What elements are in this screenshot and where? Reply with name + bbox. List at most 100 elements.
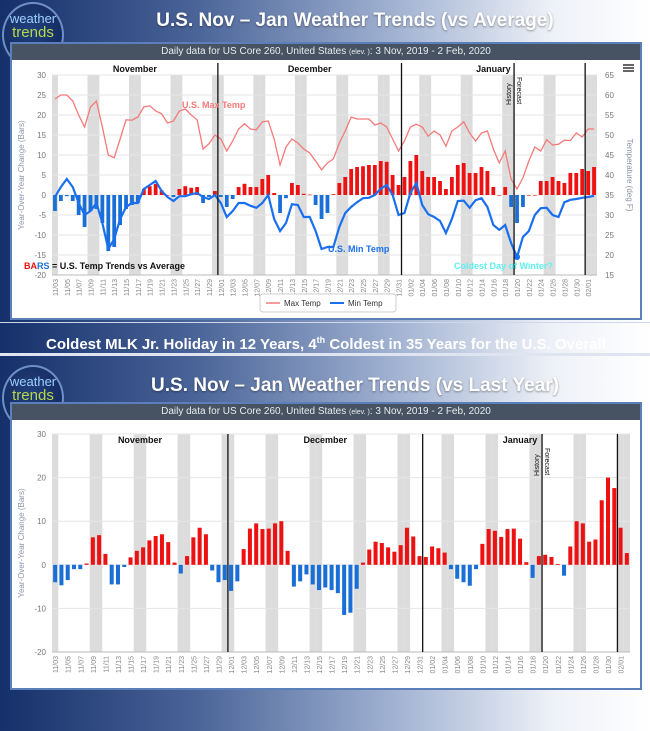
bar xyxy=(337,183,342,195)
x-tick-label: 11/05 xyxy=(65,279,72,296)
bar xyxy=(78,564,83,570)
bar xyxy=(159,190,164,195)
bar xyxy=(386,547,391,565)
bar xyxy=(390,175,395,195)
x-tick-label: 12/23 xyxy=(367,656,374,674)
bar xyxy=(599,500,604,565)
bar xyxy=(538,181,543,195)
y-tick-label: 20 xyxy=(37,474,46,483)
x-tick-label: 11/25 xyxy=(183,279,190,296)
bar xyxy=(122,564,127,567)
bar xyxy=(426,177,431,195)
weekend-band xyxy=(139,434,147,652)
bar xyxy=(384,161,389,195)
bar xyxy=(210,564,215,571)
weekend-band xyxy=(177,434,184,652)
bar xyxy=(141,547,146,565)
month-label: November xyxy=(113,64,158,74)
x-tick-label: 11/29 xyxy=(216,656,223,673)
bar xyxy=(580,169,585,195)
month-label: January xyxy=(476,64,511,74)
x-tick-label: 11/13 xyxy=(112,279,119,296)
month-label: December xyxy=(304,435,348,445)
y-tick-label: -20 xyxy=(34,648,46,657)
bar xyxy=(260,529,265,565)
forecast-label: Forecast xyxy=(543,448,550,475)
bar xyxy=(70,195,75,201)
y-tick-label: 0 xyxy=(42,191,47,200)
chart-subtitle: Daily data for US Core 260, United State… xyxy=(12,404,640,420)
bar xyxy=(247,528,252,565)
bar xyxy=(301,193,306,195)
bar xyxy=(84,563,89,565)
bar xyxy=(343,177,348,195)
y2-tick-label: 40 xyxy=(605,171,614,180)
weekend-band xyxy=(183,434,191,652)
bar xyxy=(235,564,240,582)
y-tick-label: 5 xyxy=(42,171,47,180)
bar xyxy=(272,193,277,195)
bar xyxy=(103,553,108,565)
bar xyxy=(530,564,535,578)
bar xyxy=(360,562,365,565)
bar xyxy=(331,194,336,195)
bar xyxy=(473,173,478,195)
x-tick-label: 11/21 xyxy=(160,279,167,296)
bar xyxy=(183,186,188,195)
bar xyxy=(254,187,259,195)
y2-tick-label: 55 xyxy=(605,111,614,120)
bar xyxy=(612,488,617,565)
bar xyxy=(536,556,541,565)
panel2-title: U.S. Nov – Jan Weather Trends (vs Last Y… xyxy=(151,375,559,396)
bar xyxy=(290,183,294,195)
bar xyxy=(491,187,496,195)
bar xyxy=(260,179,265,195)
bar xyxy=(171,195,176,197)
bar xyxy=(207,195,211,197)
bar xyxy=(224,195,229,207)
bar xyxy=(106,195,111,251)
bar xyxy=(197,527,202,565)
bar xyxy=(521,195,525,207)
bar xyxy=(568,546,573,565)
y-tick-label: 0 xyxy=(42,561,47,570)
x-tick-label: 02/01 xyxy=(586,279,593,297)
y2-tick-label: 15 xyxy=(605,271,614,280)
bar xyxy=(310,564,315,585)
bar xyxy=(543,554,548,565)
logo-text: weather xyxy=(9,374,57,389)
x-tick-label: 12/19 xyxy=(325,279,332,297)
bar xyxy=(203,534,208,565)
bar xyxy=(544,181,549,195)
x-tick-label: 11/07 xyxy=(77,279,84,296)
x-tick-label: 12/07 xyxy=(267,656,274,674)
bar xyxy=(442,552,447,565)
bar xyxy=(64,195,69,197)
bar xyxy=(402,177,407,195)
logo-text: trends xyxy=(12,24,54,41)
y2-axis-title: Temperature (deg F) xyxy=(625,139,634,212)
bar xyxy=(518,538,523,565)
bar xyxy=(58,195,63,201)
bar xyxy=(568,173,573,195)
bar xyxy=(408,161,413,195)
weekend-band xyxy=(221,434,228,652)
x-tick-label: 02/01 xyxy=(619,656,626,674)
weekend-band xyxy=(309,434,316,652)
bar xyxy=(147,186,152,195)
bars-annotation-red: BA xyxy=(24,261,37,271)
bar xyxy=(342,564,347,615)
x-tick-label: 01/22 xyxy=(556,656,563,674)
chart-vs-average: -20 -15 -10 -5 0 5 10 15 20 25 30 15 20 25 30 35 40 45 50 5… xyxy=(17,63,634,313)
bar xyxy=(124,195,128,209)
bar xyxy=(444,189,448,195)
x-tick-label: 12/23 xyxy=(349,279,356,297)
bar xyxy=(574,521,579,565)
bar xyxy=(307,194,312,196)
bar xyxy=(273,523,278,565)
chart-menu-icon[interactable] xyxy=(623,64,634,72)
weekend-band xyxy=(447,434,455,652)
y-tick-label: 20 xyxy=(37,111,46,120)
bar xyxy=(266,175,271,195)
chart-window-vs-average: Daily data for US Core 260, United State… xyxy=(10,42,642,320)
